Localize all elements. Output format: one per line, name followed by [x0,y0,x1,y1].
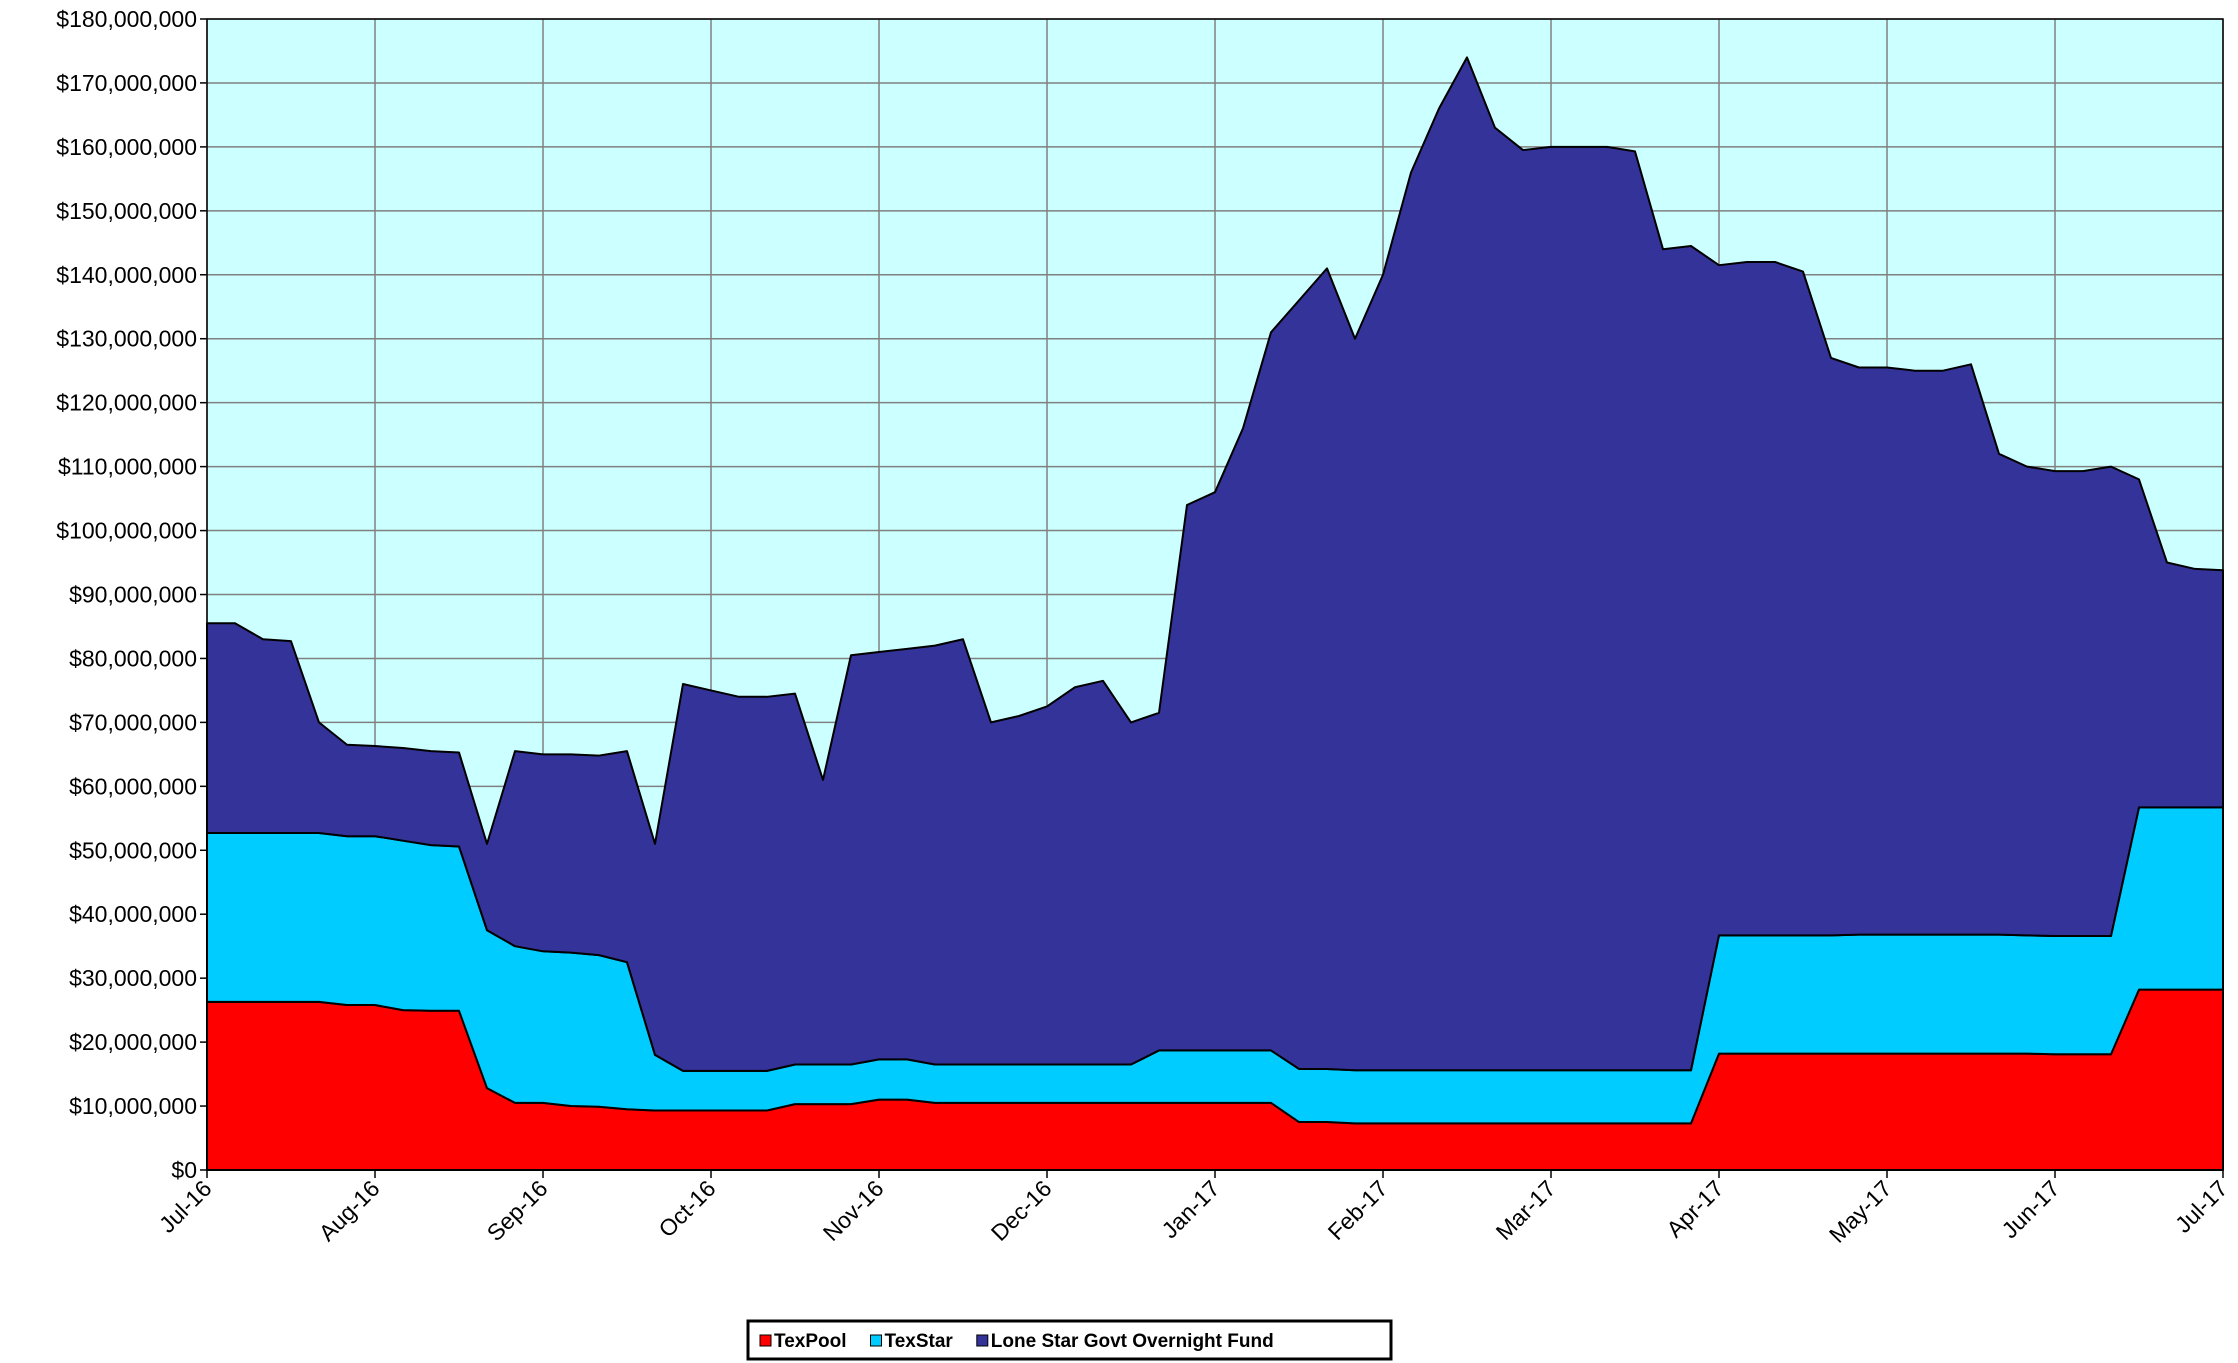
legend: TexPool TexStar Lone Star Govt Overnight F… [746,1319,1393,1361]
y-tick-label: $160,000,000 [56,134,197,160]
plot-border [206,18,2224,1171]
x-tick-label: Mar-17 [1491,1175,1561,1245]
legend-label: TexPool [774,1331,847,1352]
y-tick-label: $150,000,000 [56,198,197,224]
x-tick-label: Jun-17 [1996,1175,2064,1243]
y-tick-label: $130,000,000 [56,326,197,352]
x-tick-label: Feb-17 [1323,1175,1393,1245]
x-tick-label: May-17 [1824,1175,1897,1248]
x-tick-label: Jul-17 [2170,1175,2233,1238]
legend-label: TexStar [885,1331,954,1352]
x-tick-label: Jan-17 [1156,1175,1224,1243]
x-tick-label: Apr-17 [1661,1175,1728,1242]
x-tick-label: Oct-16 [653,1175,720,1242]
y-tick-label: $10,000,000 [69,1093,197,1119]
x-tick-label: Dec-16 [986,1175,1057,1246]
legend-box [746,1319,1393,1361]
y-tick-label: $110,000,000 [58,454,197,480]
y-tick-label: $70,000,000 [69,709,197,735]
legend-swatch [870,1334,882,1347]
y-tick-label: $180,000,000 [56,6,197,32]
x-tick-label: Aug-16 [314,1175,385,1246]
x-tick-label: Sep-16 [482,1175,553,1246]
y-tick-label: $120,000,000 [56,390,197,416]
x-tick-label: Nov-16 [818,1175,889,1246]
legend-label: Lone Star Govt Overnight Fund [991,1331,1274,1352]
legend-swatch [976,1334,989,1347]
y-tick-label: $0 [171,1157,197,1183]
y-tick-label: $60,000,000 [69,773,197,799]
y-tick-label: $30,000,000 [69,965,197,991]
legend-swatch [759,1334,772,1347]
y-tick-label: $20,000,000 [69,1029,197,1055]
y-tick-label: $40,000,000 [69,901,197,927]
y-tick-label: $80,000,000 [69,645,197,671]
y-tick-label: $170,000,000 [56,70,197,96]
y-tick-label: $50,000,000 [69,837,197,863]
y-tick-label: $90,000,000 [69,582,197,608]
y-tick-label: $140,000,000 [56,262,197,288]
x-tick-label: Jul-16 [154,1175,217,1238]
y-tick-label: $100,000,000 [56,518,197,544]
